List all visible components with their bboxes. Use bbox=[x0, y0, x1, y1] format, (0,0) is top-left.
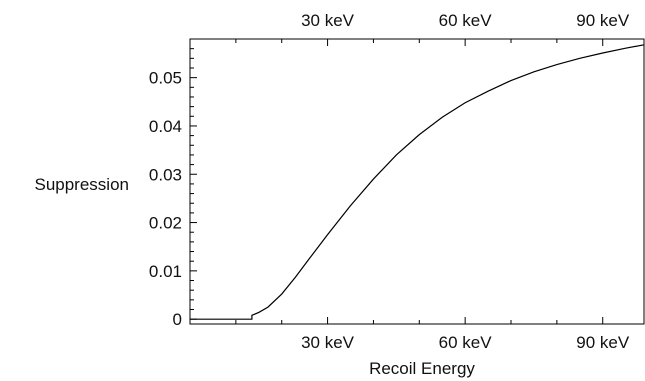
x-tick-label-bottom: 60 keV bbox=[439, 333, 493, 352]
x-tick-label-bottom: 30 keV bbox=[301, 333, 355, 352]
x-tick-label-top: 90 keV bbox=[576, 11, 630, 30]
plot-frame bbox=[189, 38, 645, 325]
y-tick-label: 0.02 bbox=[149, 214, 182, 233]
x-tick-label-top: 60 keV bbox=[439, 11, 493, 30]
x-tick-label-top: 30 keV bbox=[301, 11, 355, 30]
y-tick-label: 0 bbox=[173, 310, 182, 329]
y-tick-label: 0.05 bbox=[149, 69, 182, 88]
y-tick-label: 0.04 bbox=[149, 117, 182, 136]
y-tick-label: 0.03 bbox=[149, 165, 182, 184]
suppression-curve bbox=[190, 44, 645, 320]
x-axis-title: Recoil Energy bbox=[369, 359, 475, 378]
y-tick-label: 0.01 bbox=[149, 262, 182, 281]
x-tick-label-bottom: 90 keV bbox=[576, 333, 630, 352]
y-axis-title: Suppression bbox=[34, 175, 129, 194]
tick-marks bbox=[190, 39, 604, 324]
y-tick-labels: 0 0.01 0.02 0.03 0.04 0.05 bbox=[149, 69, 182, 330]
x-tick-labels-bottom: 30 keV 60 keV 90 keV bbox=[301, 333, 630, 352]
x-tick-labels-top: 30 keV 60 keV 90 keV bbox=[301, 11, 630, 30]
